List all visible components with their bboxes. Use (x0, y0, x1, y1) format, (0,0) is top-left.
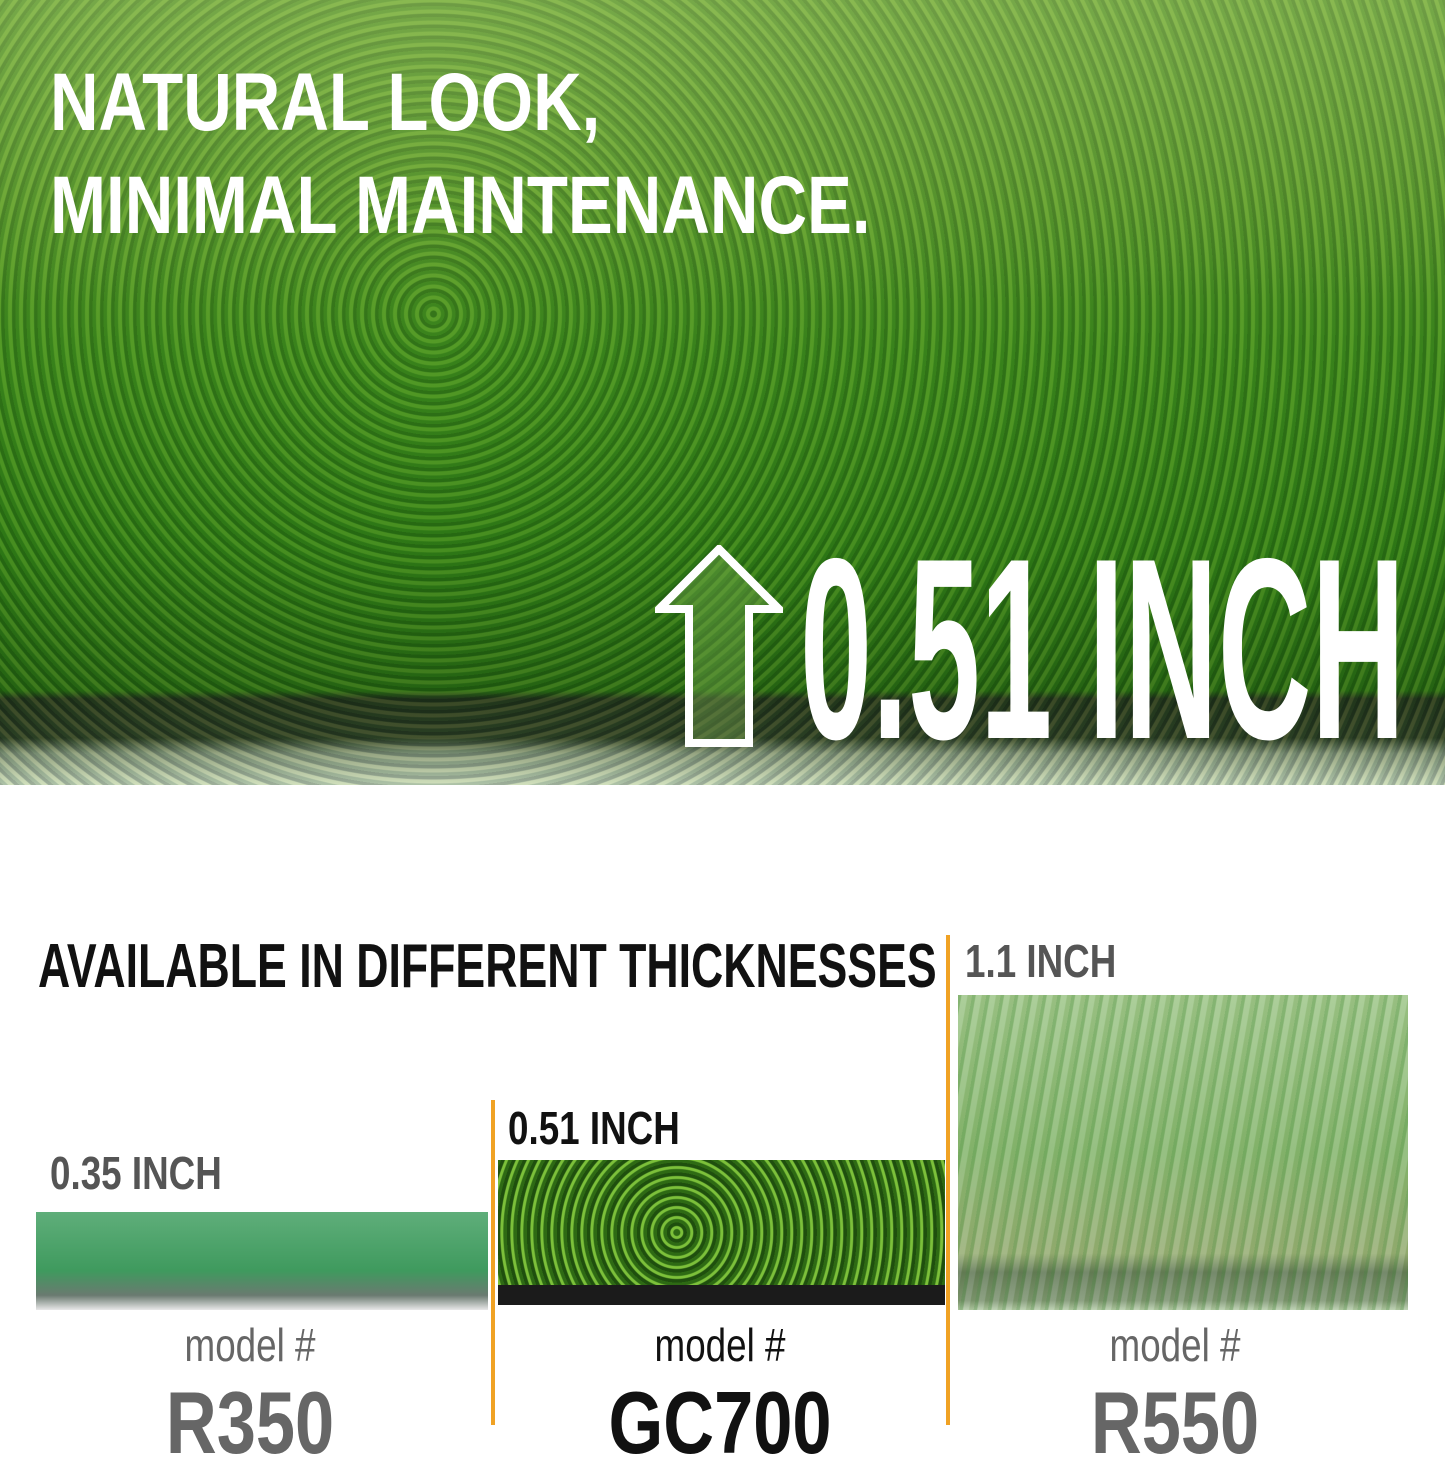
hero-thickness: 0.51 INCH (800, 548, 1405, 748)
arrow-up-icon (655, 545, 783, 747)
comparison-title: AVAILABLE IN DIFFERENT THICKNESSES (38, 932, 937, 1001)
hero-grass-image (0, 0, 1445, 785)
thickness-label: 0.35 INCH (50, 1147, 222, 1199)
gc700-sample-image (498, 1160, 945, 1305)
model-number: R350 (165, 1373, 335, 1472)
divider (491, 1100, 495, 1425)
model-number: R550 (1090, 1373, 1260, 1472)
thickness-label: 0.51 INCH (508, 1102, 680, 1154)
model-number: GC700 (608, 1373, 832, 1472)
model-card: model # GC700 (570, 1318, 870, 1474)
headline-line1: NATURAL LOOK, (50, 57, 601, 148)
hero-background-blur (0, 0, 1445, 300)
hero-thickness-wrap: 0.51 INCH (800, 548, 1405, 748)
thickness-label: 1.1 INCH (965, 935, 1117, 987)
model-card: model # R350 (100, 1318, 400, 1474)
divider (946, 935, 950, 1425)
headline-line2: MINIMAL MAINTENANCE. (50, 160, 871, 251)
model-label: model # (654, 1319, 786, 1371)
model-label: model # (1109, 1319, 1241, 1371)
model-label: model # (184, 1319, 316, 1371)
r550-sample-image (958, 995, 1408, 1310)
model-card: model # R550 (1025, 1318, 1325, 1474)
r350-sample-image (36, 1212, 488, 1310)
